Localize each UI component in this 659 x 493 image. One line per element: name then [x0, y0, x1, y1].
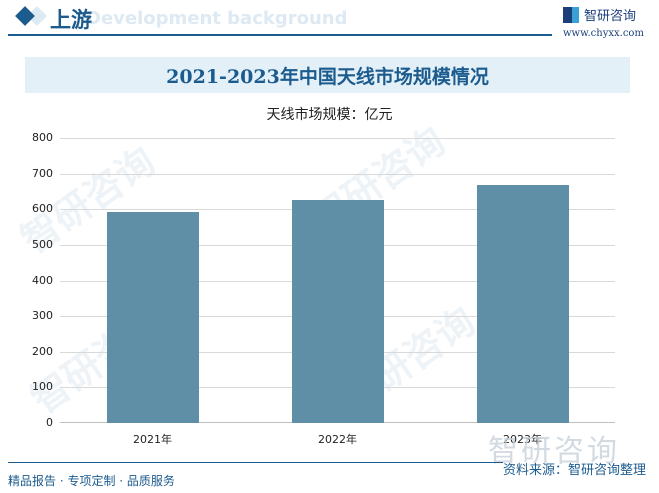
chart-title: 2021-2023年中国天线市场规模情况: [166, 66, 489, 88]
plot-area: 0 100 200 300 400 500 600 700 800: [32, 131, 615, 429]
y-tick-label: 400: [32, 273, 53, 287]
header: Development background 上游 智研咨询 www.chyxx…: [0, 0, 659, 42]
brand-logo: 智研咨询: [563, 5, 636, 24]
y-tick-label: 500: [32, 237, 53, 251]
source-note: 资料来源：智研咨询整理: [503, 463, 647, 478]
y-tick-label: 700: [32, 166, 53, 180]
chart-title-band: 2021-2023年中国天线市场规模情况: [25, 57, 630, 93]
bar: [291, 200, 384, 423]
logo-icon: [563, 6, 579, 23]
y-tick-label: 600: [32, 202, 53, 216]
watermark-logo: 智研咨询: [488, 434, 620, 469]
x-tick-label: 2022年: [318, 433, 357, 446]
logo-url: www.chyxx.com: [563, 28, 644, 39]
diamond-icon: [15, 6, 35, 26]
y-tick-label: 800: [32, 131, 53, 144]
section-title: 上游: [50, 7, 92, 32]
section-bg-text: Development background: [86, 8, 348, 29]
y-tick-label: 300: [32, 309, 53, 323]
header-divider: [8, 34, 552, 36]
y-tick-label: 200: [32, 344, 53, 358]
footer-divider: [8, 462, 503, 463]
x-tick-label: 2023年: [503, 433, 542, 446]
y-tick-label: 0: [46, 416, 53, 429]
logo-name: 智研咨询: [584, 9, 637, 24]
bar: [476, 185, 569, 423]
gridline: [60, 173, 615, 175]
bar: [106, 211, 199, 423]
chart-subtitle: 天线市场规模：亿元: [266, 107, 393, 123]
x-tick-label: 2021年: [133, 433, 172, 446]
y-tick-label: 100: [32, 380, 53, 394]
footer-tagline: 精品报告 · 专项定制 · 品质服务: [8, 474, 175, 488]
gridline: [60, 138, 615, 139]
